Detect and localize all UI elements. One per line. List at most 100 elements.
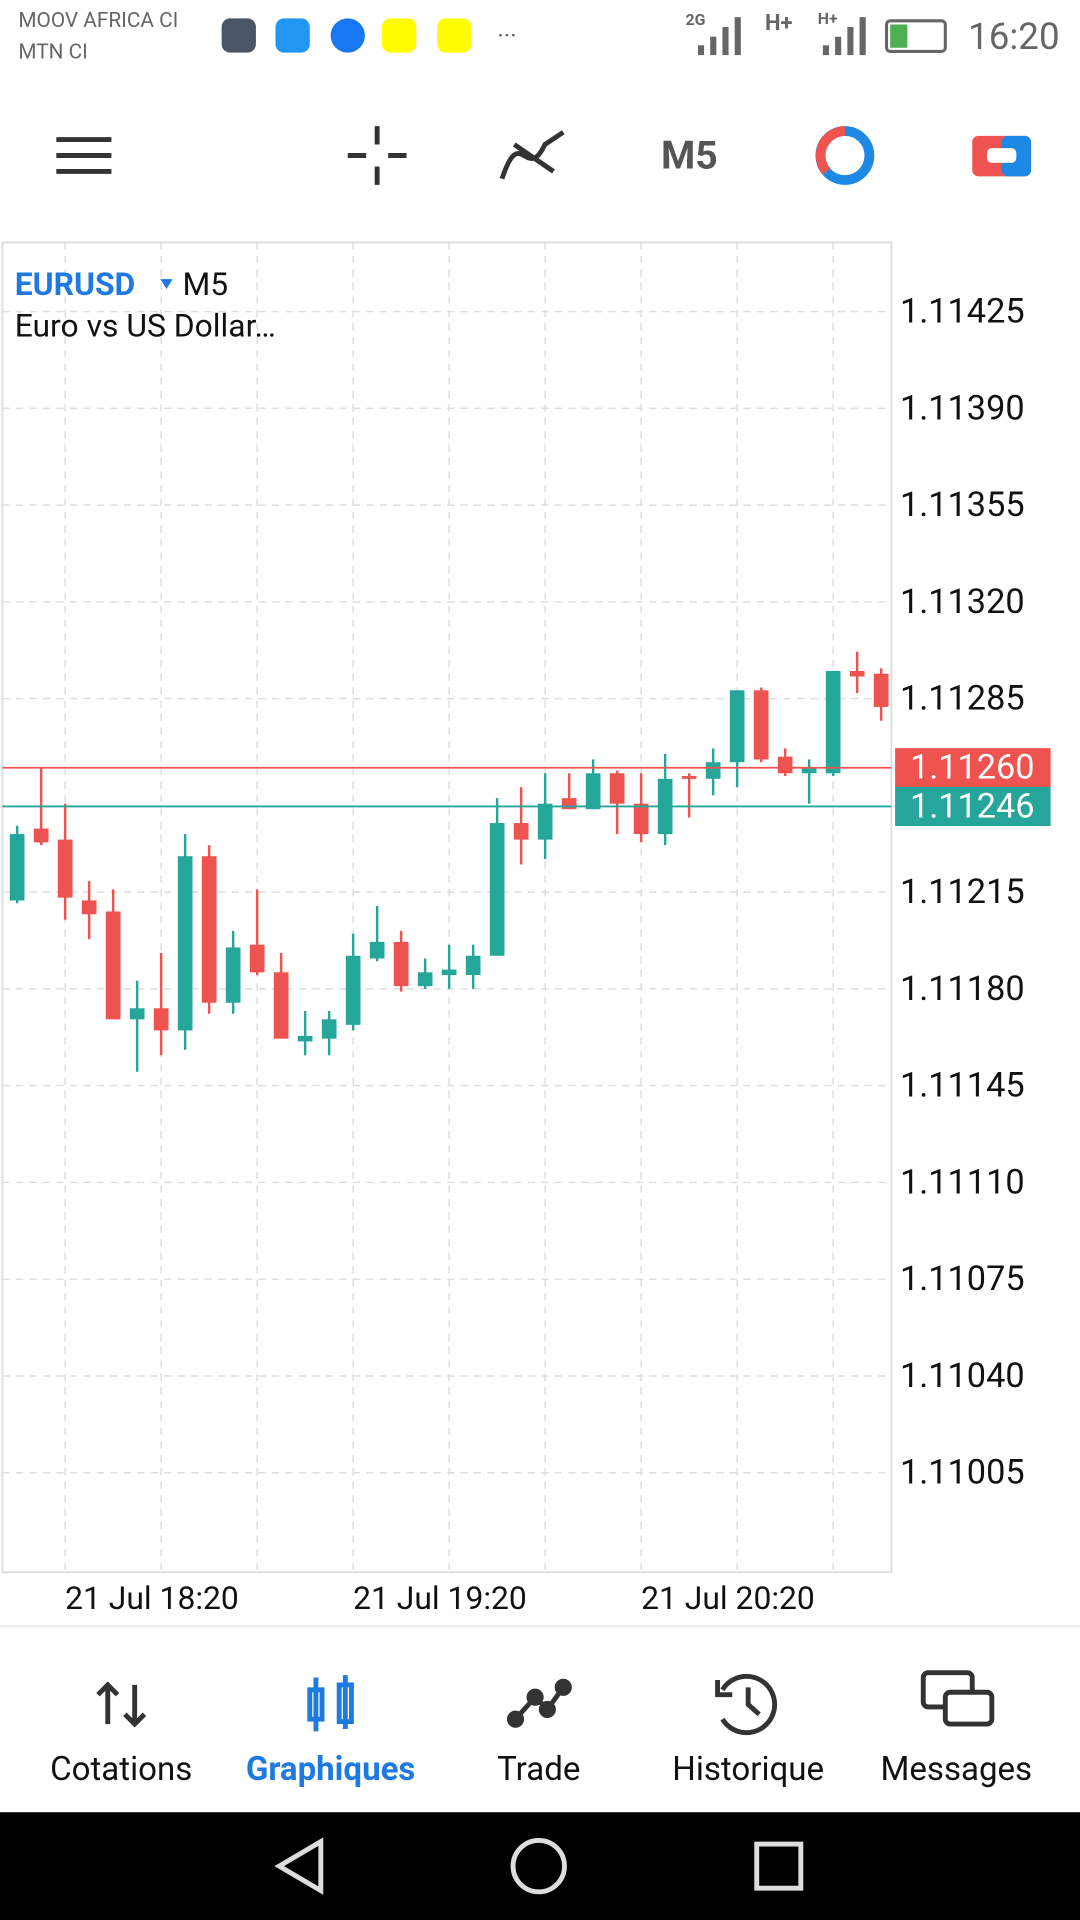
- tab-icon: [715, 1673, 778, 1736]
- tab-icon: [506, 1678, 572, 1728]
- more-icon: ···: [497, 21, 516, 50]
- symbol-dropdown[interactable]: [160, 279, 173, 289]
- y-tick-label: 1.11040: [900, 1356, 1025, 1396]
- candle-body: [777, 756, 793, 774]
- menu-button[interactable]: [56, 137, 112, 174]
- candle-body: [585, 773, 601, 810]
- y-tick-label: 1.11110: [900, 1162, 1025, 1202]
- candle-body: [705, 762, 721, 779]
- tab-icon: [96, 1681, 147, 1728]
- candle-body: [33, 828, 49, 843]
- candle-body: [801, 767, 817, 774]
- app-icon: [382, 18, 417, 53]
- candle-body: [561, 798, 577, 810]
- grid: [2, 242, 892, 1573]
- x-tick-label: 21 Jul 20:20: [641, 1579, 815, 1617]
- toolbar: M5: [56, 126, 1032, 185]
- trade-button-part: [815, 126, 846, 175]
- candle-body: [537, 803, 553, 840]
- tabs: Cotations Graphiques Trade Historique Messag…: [50, 1750, 1032, 1789]
- nav-tab[interactable]: Cotations: [50, 1750, 192, 1789]
- candle-body: [105, 911, 121, 1020]
- candle-body: [513, 823, 529, 840]
- price-label: 1.11260: [910, 748, 1035, 788]
- candle-body: [297, 1035, 313, 1042]
- candle-body: [225, 947, 241, 1003]
- system-nav: [0, 1812, 1080, 1920]
- battery-icon: [885, 19, 947, 53]
- candle-body: [825, 670, 841, 774]
- nav-tab[interactable]: Graphiques: [246, 1750, 416, 1789]
- recents-button[interactable]: [754, 1841, 804, 1891]
- home-button[interactable]: [510, 1837, 567, 1895]
- clock: 16:20: [968, 15, 1059, 58]
- system-nav-bar: [0, 1812, 1080, 1920]
- timeframe-button[interactable]: M5: [661, 133, 718, 179]
- nav-tab[interactable]: Historique: [672, 1750, 824, 1789]
- candle-body: [393, 941, 409, 987]
- candle-body: [873, 673, 889, 707]
- y-tick-label: 1.11145: [900, 1066, 1025, 1106]
- crosshair-button[interactable]: [347, 126, 407, 185]
- y-tick-label: 1.11285: [900, 679, 1025, 719]
- symbol-description: Euro vs US Dollar…: [15, 307, 276, 345]
- candle-body: [129, 1008, 145, 1020]
- candle-body: [57, 839, 73, 898]
- carrier: MTN CI: [18, 41, 87, 65]
- candle-body: [201, 856, 217, 1003]
- y-tick-label: 1.11355: [900, 485, 1025, 525]
- app-icon: [275, 18, 310, 53]
- timeframe: M5: [182, 265, 228, 303]
- candle-body: [633, 803, 649, 835]
- candle-body: [441, 969, 457, 976]
- candle-body: [177, 856, 193, 1031]
- candle-body: [681, 776, 697, 779]
- nav-tab[interactable]: Messages: [881, 1750, 1033, 1789]
- y-tick-label: 1.11215: [900, 872, 1025, 912]
- price-label-box: [895, 786, 1051, 827]
- x-tick-label: 21 Jul 18:20: [65, 1579, 239, 1617]
- candle-body: [369, 941, 385, 959]
- candle-body: [9, 834, 25, 901]
- app-icon: [221, 18, 256, 53]
- candle-body: [273, 972, 289, 1039]
- y-tick-label: 1.11180: [900, 969, 1025, 1009]
- price-label: 1.11246: [910, 786, 1035, 826]
- app-icon: [330, 18, 365, 53]
- candle-body: [465, 955, 481, 976]
- indicators-button[interactable]: [499, 130, 565, 180]
- battery-level: [890, 24, 908, 48]
- candle-body: [753, 690, 769, 760]
- back-button[interactable]: [274, 1837, 324, 1895]
- candle-body: [321, 1019, 337, 1039]
- chart: EURUSD M5 Euro vs US Dollar… 1.11425 1.11…: [1, 241, 1051, 1617]
- app-icon: [437, 18, 472, 53]
- candle-body: [81, 900, 97, 915]
- x-tick-label: 21 Jul 19:20: [353, 1579, 527, 1617]
- candle-body: [345, 955, 361, 1025]
- network-type: H+: [765, 11, 793, 36]
- signal-icon: [822, 17, 866, 56]
- candle-body: [609, 773, 625, 804]
- y-tick-label: 1.11390: [900, 388, 1025, 428]
- nav-tab[interactable]: Trade: [497, 1750, 580, 1789]
- candles: [9, 651, 889, 1072]
- carrier: MOOV AFRICA CI: [18, 9, 178, 33]
- candle-body: [249, 944, 265, 973]
- network-type: H+: [818, 9, 838, 28]
- tab-icon: [307, 1675, 354, 1732]
- candle-body: [729, 690, 745, 763]
- y-tick-label: 1.11425: [900, 292, 1025, 332]
- candle-body: [417, 972, 433, 987]
- network-type: 2G: [686, 10, 706, 29]
- symbol[interactable]: EURUSD: [15, 265, 136, 303]
- y-tick-label: 1.11320: [900, 582, 1025, 622]
- price-label-box: [895, 748, 1051, 788]
- plot-area: [1, 241, 893, 1574]
- account-button-part: [986, 148, 1017, 163]
- signal-icon: [697, 17, 741, 56]
- y-tick-label: 1.11005: [900, 1453, 1025, 1493]
- candle-body: [849, 670, 865, 677]
- status-bar: MOOV AFRICA CI MTN CI ··· 2G H+ H+ 16:20: [18, 9, 1059, 65]
